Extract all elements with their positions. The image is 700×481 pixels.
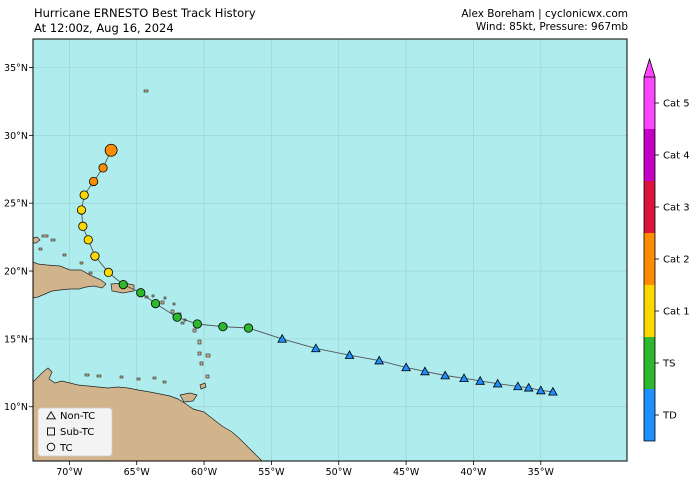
- header-left: Hurricane ERNESTO Best Track History At …: [34, 6, 256, 36]
- marker-legend: Non-TC Sub-TC TC: [37, 407, 113, 457]
- track-point-14-tc: [243, 323, 254, 333]
- lon-tick-label: 55°W: [258, 467, 285, 478]
- lat-tick-label: 10°N: [4, 402, 28, 413]
- track-point-0-non-tc: [548, 386, 558, 396]
- track-point-2-non-tc: [523, 382, 534, 392]
- colorbar-segment-cat-1: [644, 285, 655, 337]
- credit-text: Alex Boreham | cyclonicwx.com: [461, 8, 628, 20]
- track-point-5-non-tc: [475, 375, 486, 385]
- square-icon: [47, 427, 55, 436]
- colorbar-label-cat-4: Cat 4: [663, 151, 690, 162]
- legend-box: [37, 407, 113, 457]
- track-point-20-tc: [118, 280, 128, 290]
- track-point-12-non-tc: [310, 343, 321, 353]
- intensity-status: Wind: 85kt, Pressure: 967mb: [475, 21, 628, 33]
- triangle-icon: [46, 410, 56, 420]
- track-point-7-non-tc: [440, 370, 451, 380]
- map-frame: [32, 38, 628, 462]
- colorbar-outline: [643, 77, 656, 442]
- track-point-19-tc: [136, 288, 146, 298]
- colorbar-segment-td: [644, 389, 655, 441]
- lon-tick-label: 45°W: [393, 467, 420, 478]
- colorbar-segment-cat-5: [644, 77, 655, 129]
- track-point-4-non-tc: [492, 378, 503, 388]
- colorbar-label-cat-2: Cat 2: [663, 255, 690, 266]
- colorbar-segment-cat-3: [644, 181, 655, 233]
- hispaniola-land: [33, 261, 107, 299]
- map-subtitle: At 12:00z, Aug 16, 2024: [34, 21, 174, 35]
- colorbar-label-td: TD: [662, 411, 677, 422]
- trinidad-land: [179, 392, 198, 403]
- colorbar-label-cat-1: Cat 1: [663, 307, 690, 318]
- legend-label-sub-tc: Sub-TC: [60, 427, 94, 438]
- track-point-15-tc: [218, 322, 228, 332]
- tobago-land: [199, 382, 207, 390]
- current-position-marker: [104, 143, 118, 157]
- track-point-18-tc: [150, 298, 161, 309]
- track-markers: [76, 143, 558, 396]
- track-point-25-tc: [76, 205, 87, 215]
- legend-label-non-tc: Non-TC: [60, 411, 95, 422]
- colorbar-segment-ts: [644, 337, 655, 389]
- header-right: Alex Boreham | cyclonicwx.com Wind: 85kt…: [461, 8, 628, 34]
- track-point-1-non-tc: [535, 385, 546, 395]
- track-point-23-tc: [83, 235, 93, 245]
- lat-tick-label: 15°N: [4, 334, 28, 345]
- lon-tick-label: 65°W: [124, 467, 151, 478]
- lat-tick-label: 35°N: [4, 63, 28, 74]
- colorbar-label-ts: TS: [662, 359, 675, 370]
- colorbar-segment-cat-4: [644, 129, 655, 181]
- legend-label-tc: TC: [59, 443, 73, 454]
- colorbar-label-cat-5: Cat 5: [663, 99, 690, 110]
- track-point-21-tc: [103, 267, 114, 277]
- lat-tick-label: 30°N: [4, 131, 28, 142]
- track-point-8-non-tc: [420, 366, 430, 376]
- track-point-11-non-tc: [344, 350, 355, 359]
- axis-labels: 70°W 65°W 60°W 55°W 50°W 45°W 40°W 35°W 10°N 15°N…: [4, 63, 554, 478]
- track-point-13-non-tc: [277, 333, 288, 343]
- colorbar-segment-cat-2: [644, 233, 655, 285]
- track-point-26-tc: [79, 190, 89, 200]
- track-point-6-non-tc: [459, 373, 469, 382]
- track-point-9-non-tc: [401, 362, 411, 372]
- lon-tick-label: 70°W: [56, 467, 83, 478]
- cuba-land-edge: [33, 236, 41, 244]
- map-title: Hurricane ERNESTO Best Track History: [34, 6, 256, 20]
- track-point-24-tc: [78, 221, 88, 231]
- circle-icon: [46, 442, 56, 452]
- lon-tick-label: 35°W: [528, 467, 555, 478]
- lon-tick-label: 50°W: [326, 467, 353, 478]
- lon-tick-label: 40°W: [460, 467, 487, 478]
- colorbar-extend-arrow: [643, 57, 656, 78]
- track-point-27-tc: [89, 176, 99, 187]
- track-point-22-tc: [90, 251, 100, 261]
- lon-tick-label: 60°W: [191, 467, 218, 478]
- track-point-28-tc: [98, 163, 108, 173]
- track-point-17-tc: [172, 312, 182, 322]
- colorbar-label-cat-3: Cat 3: [663, 203, 690, 214]
- lat-tick-label: 25°N: [4, 199, 28, 210]
- category-colorbar: TD TS Cat 1 Cat 2 Cat 3 Cat 4 Cat 5: [643, 57, 690, 442]
- track-point-3-non-tc: [513, 381, 523, 391]
- lat-tick-label: 20°N: [4, 267, 28, 278]
- track-point-10-non-tc: [374, 355, 385, 365]
- track-point-16-tc: [192, 319, 202, 329]
